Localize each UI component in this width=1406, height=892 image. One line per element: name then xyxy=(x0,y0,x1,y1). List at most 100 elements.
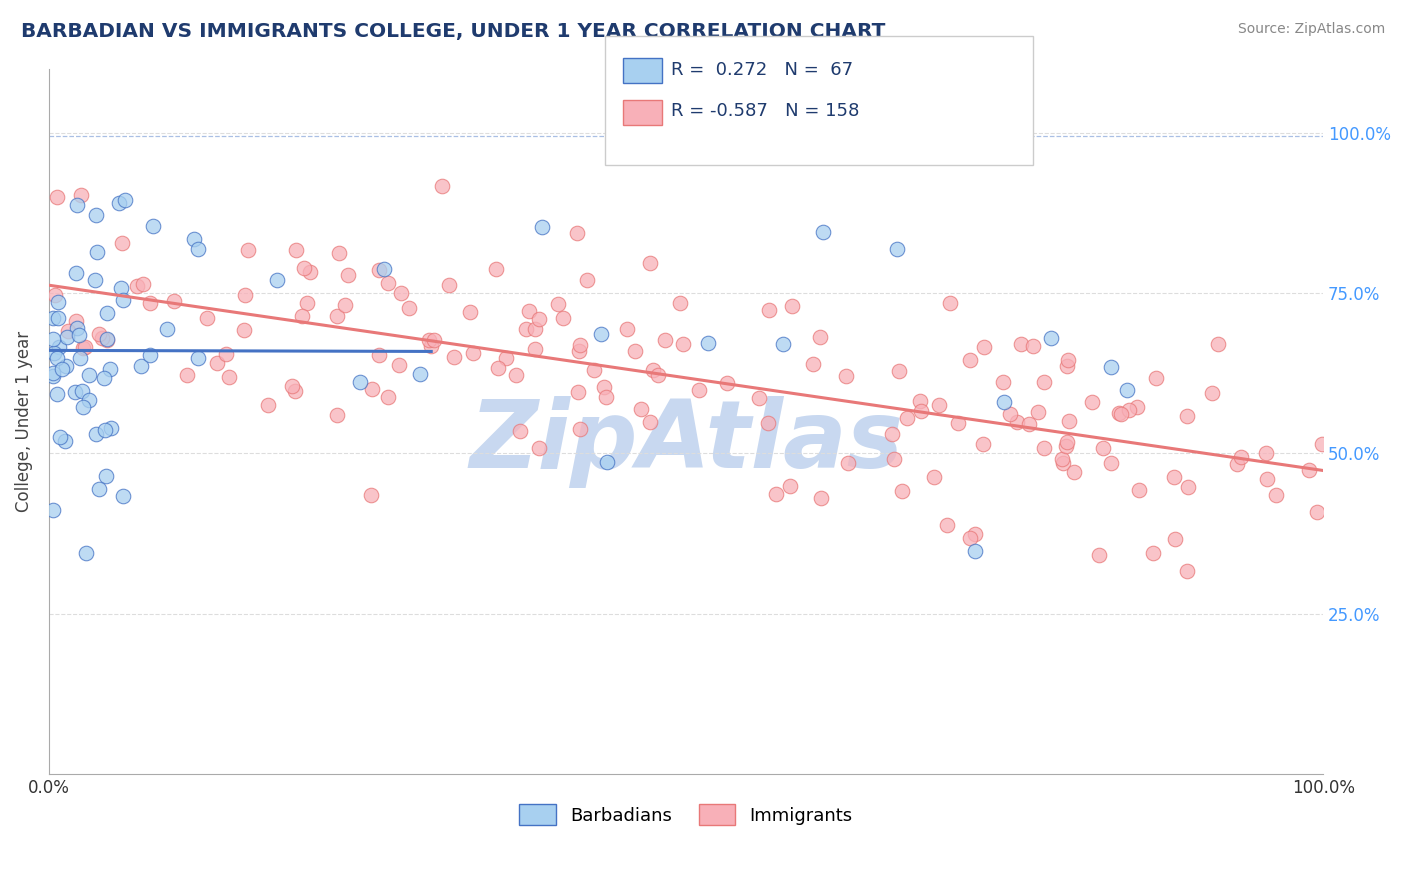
Point xyxy=(69,188,91,202)
Point xyxy=(643,363,665,377)
Point xyxy=(880,426,903,441)
Point xyxy=(1054,440,1077,454)
Point xyxy=(1056,435,1078,450)
Point xyxy=(299,264,322,278)
Point xyxy=(972,437,994,451)
Point xyxy=(58,324,80,338)
Point xyxy=(266,273,288,287)
Point xyxy=(1022,339,1045,353)
Point xyxy=(1128,483,1150,497)
Text: R = -0.587   N = 158: R = -0.587 N = 158 xyxy=(671,103,859,120)
Point xyxy=(495,351,517,365)
Point xyxy=(132,277,155,291)
Point xyxy=(567,384,589,399)
Text: ZipAtlas: ZipAtlas xyxy=(470,396,903,489)
Point xyxy=(1040,331,1063,345)
Point xyxy=(69,351,91,365)
Point xyxy=(368,348,391,362)
Point xyxy=(1088,548,1111,562)
Point xyxy=(756,416,779,430)
Point xyxy=(638,256,661,270)
Point xyxy=(623,344,645,359)
Point xyxy=(349,376,371,390)
Point xyxy=(592,380,614,394)
Point xyxy=(887,364,910,378)
Point xyxy=(142,219,165,233)
Point xyxy=(360,488,382,502)
Point xyxy=(437,277,460,292)
Point xyxy=(46,311,69,326)
Point xyxy=(1032,375,1054,389)
Point xyxy=(1057,414,1080,428)
Point xyxy=(515,321,537,335)
Point xyxy=(333,298,356,312)
Point xyxy=(811,225,834,239)
Point xyxy=(1080,395,1102,409)
Point xyxy=(91,331,114,345)
Point xyxy=(419,338,441,352)
Point xyxy=(96,332,118,346)
Point xyxy=(328,246,350,260)
Point xyxy=(801,357,824,371)
Point xyxy=(1175,409,1198,423)
Point xyxy=(96,306,118,320)
Point xyxy=(1298,463,1320,477)
Point xyxy=(779,479,801,493)
Point xyxy=(963,527,986,541)
Point xyxy=(87,326,110,341)
Point xyxy=(42,367,65,381)
Text: R =  0.272   N =  67: R = 0.272 N = 67 xyxy=(671,61,853,78)
Point xyxy=(1312,436,1334,450)
Point xyxy=(765,486,787,500)
Point xyxy=(596,455,619,469)
Point xyxy=(890,483,912,498)
Point xyxy=(946,416,969,430)
Point xyxy=(963,543,986,558)
Point xyxy=(432,178,454,193)
Point xyxy=(443,350,465,364)
Point xyxy=(238,243,260,257)
Point xyxy=(959,352,981,367)
Point xyxy=(576,273,599,287)
Point xyxy=(42,346,65,360)
Point xyxy=(361,382,384,396)
Point xyxy=(654,333,676,347)
Point xyxy=(922,469,945,483)
Point xyxy=(187,351,209,365)
Point xyxy=(408,367,430,381)
Point xyxy=(530,219,553,234)
Point xyxy=(1306,505,1329,519)
Point xyxy=(96,333,118,347)
Point xyxy=(100,362,122,376)
Point xyxy=(1256,472,1278,486)
Point xyxy=(205,355,228,369)
Point xyxy=(1177,480,1199,494)
Point xyxy=(527,441,550,455)
Point xyxy=(72,342,94,356)
Point xyxy=(111,489,134,503)
Point xyxy=(973,341,995,355)
Point xyxy=(1032,441,1054,455)
Point xyxy=(418,333,440,347)
Point xyxy=(1201,386,1223,401)
Point xyxy=(183,232,205,246)
Point xyxy=(46,351,69,365)
Point xyxy=(86,245,108,260)
Point xyxy=(938,296,960,310)
Point xyxy=(583,363,606,377)
Point xyxy=(688,383,710,397)
Point xyxy=(748,391,770,405)
Point xyxy=(291,310,314,324)
Point xyxy=(568,344,591,359)
Point xyxy=(568,337,591,351)
Point xyxy=(75,546,97,560)
Point xyxy=(51,361,73,376)
Point xyxy=(780,299,803,313)
Point xyxy=(553,311,575,326)
Point xyxy=(107,196,129,211)
Point xyxy=(89,483,111,497)
Point xyxy=(640,416,662,430)
Point xyxy=(993,394,1015,409)
Point xyxy=(1175,564,1198,578)
Point xyxy=(114,193,136,207)
